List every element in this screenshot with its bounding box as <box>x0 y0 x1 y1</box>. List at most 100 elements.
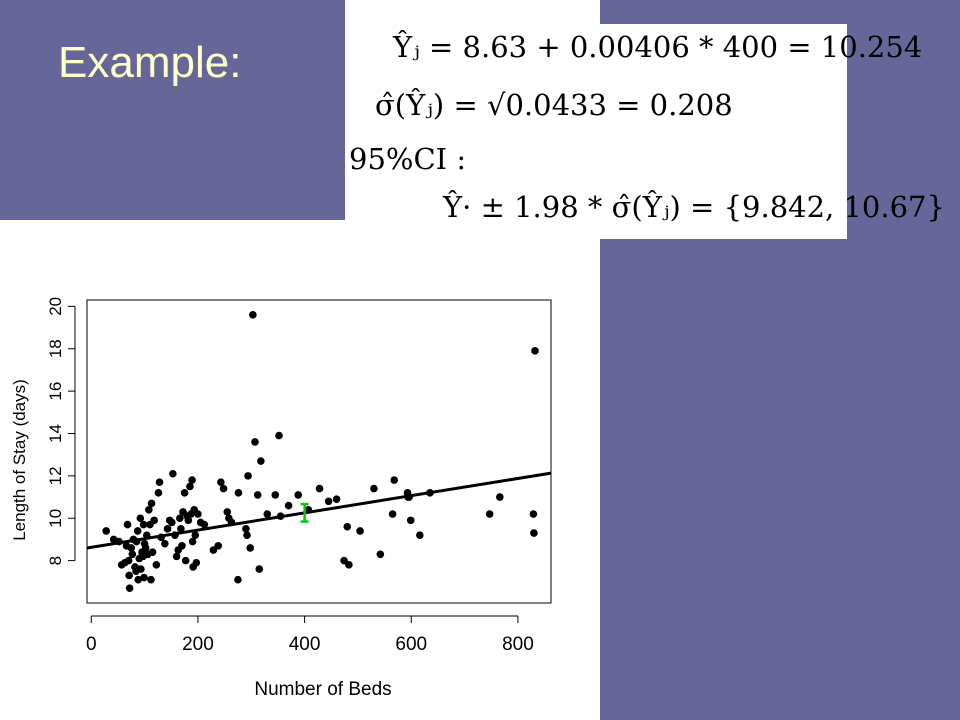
data-point <box>176 514 184 523</box>
data-point <box>223 508 232 516</box>
data-point <box>154 489 163 497</box>
data-point <box>356 527 364 535</box>
formula-ci-interval: Ŷ· ± 1.98 * σ̂(Ŷⱼ) = {9.842, 10.67} <box>443 190 945 224</box>
y-tick-label: 14 <box>46 424 65 443</box>
data-point <box>127 544 136 552</box>
formula-prediction: Ŷⱼ = 8.63 + 0.00406 * 400 = 10.254 <box>393 30 923 64</box>
data-point <box>178 541 186 550</box>
data-point <box>125 571 133 580</box>
plot-frame <box>86 299 552 604</box>
data-point <box>315 484 324 493</box>
data-point <box>168 518 176 527</box>
data-point <box>188 537 197 546</box>
data-point <box>180 489 189 497</box>
data-point <box>102 527 110 535</box>
data-point <box>496 493 504 501</box>
data-point <box>145 505 153 514</box>
chart-axes: 0 200 400 600 800 8 10 12 14 16 18 20 <box>46 297 552 655</box>
data-point <box>155 478 164 487</box>
y-tick-label: 20 <box>46 297 65 316</box>
data-point <box>192 558 201 567</box>
data-point <box>275 431 283 440</box>
data-point <box>214 541 222 550</box>
data-point <box>246 544 254 552</box>
formula-box: Ŷⱼ = 8.63 + 0.00406 * 400 = 10.254 σ̂(Ŷⱼ… <box>345 24 945 239</box>
background-panel-left <box>0 0 345 220</box>
plot-marks <box>86 311 552 592</box>
data-point <box>134 575 142 584</box>
y-tick-label: 16 <box>46 382 65 401</box>
data-point <box>255 565 264 573</box>
data-point <box>345 561 353 569</box>
y-tick-label: 12 <box>46 466 65 485</box>
x-tick-label: 0 <box>86 634 97 655</box>
data-point <box>169 469 177 478</box>
data-point <box>284 501 293 510</box>
formula-standard-error: σ̂(Ŷⱼ) = √0.0433 = 0.208 <box>375 88 733 122</box>
formula-ci-label: 95%CI : <box>349 142 467 176</box>
data-point <box>140 573 148 582</box>
data-point <box>263 510 272 518</box>
data-point <box>530 529 538 537</box>
x-tick-label: 800 <box>502 634 534 655</box>
data-point <box>332 495 341 503</box>
x-tick-label: 400 <box>289 634 321 655</box>
data-point <box>141 544 150 552</box>
data-point <box>137 565 145 573</box>
data-point <box>194 510 202 518</box>
data-point <box>324 497 333 506</box>
data-point <box>485 510 494 518</box>
data-point <box>531 347 539 355</box>
data-point <box>234 575 242 584</box>
data-point <box>529 510 538 518</box>
data-point <box>191 531 200 539</box>
data-point <box>200 520 209 529</box>
data-point <box>123 520 132 529</box>
data-point <box>147 499 156 508</box>
data-point <box>147 575 155 584</box>
data-point <box>253 491 262 499</box>
data-point <box>406 516 415 525</box>
data-point <box>219 484 228 493</box>
y-tick-label: 18 <box>46 339 65 358</box>
y-axis-label: Length of Stay (days) <box>10 379 29 541</box>
scatter-chart: 0 200 400 600 800 8 10 12 14 16 18 20 Number of Bed… <box>10 297 552 700</box>
data-point <box>188 476 196 484</box>
data-point <box>177 525 185 533</box>
data-point <box>139 520 148 529</box>
data-point <box>243 531 251 539</box>
x-axis-label: Number of Beds <box>254 679 391 700</box>
data-point <box>161 539 169 548</box>
data-point <box>133 527 142 535</box>
data-point <box>186 482 194 491</box>
data-point <box>370 484 378 493</box>
data-point <box>136 514 145 523</box>
data-point <box>244 472 252 480</box>
data-point <box>251 438 259 446</box>
data-point <box>217 478 225 487</box>
data-point <box>249 311 257 319</box>
data-point <box>390 476 399 484</box>
y-tick-label: 10 <box>46 509 65 528</box>
data-point <box>388 510 397 518</box>
data-point <box>152 561 161 569</box>
data-point <box>294 491 303 499</box>
x-tick-label: 600 <box>395 634 427 655</box>
data-point <box>416 531 424 539</box>
data-point <box>150 516 158 525</box>
data-point <box>181 556 190 565</box>
data-point <box>148 548 157 556</box>
data-point <box>343 522 352 531</box>
data-point <box>257 457 265 465</box>
regression-line <box>86 471 552 550</box>
data-point <box>271 491 280 499</box>
data-point <box>184 516 193 525</box>
data-point <box>124 556 133 565</box>
data-point <box>376 550 385 559</box>
data-point <box>172 552 181 561</box>
data-point <box>234 489 243 497</box>
data-point <box>128 550 137 559</box>
data-point <box>163 525 172 533</box>
y-tick-label: 8 <box>46 556 65 565</box>
slide-title: Example: <box>58 38 242 87</box>
